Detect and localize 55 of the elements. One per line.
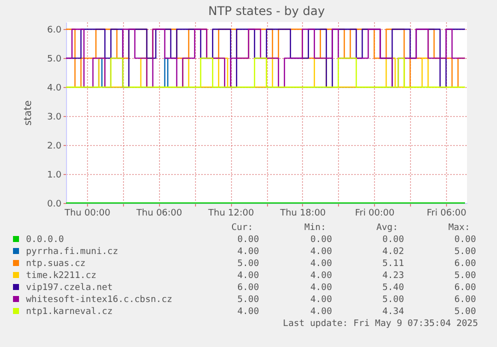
text: Cur: — [231, 223, 253, 233]
text: 5.00 — [382, 295, 404, 305]
text: 5.00 — [454, 247, 476, 257]
text: 0.00 — [310, 235, 332, 245]
text: 4.34 — [382, 307, 404, 317]
text: 4.00 — [310, 259, 332, 269]
legend-label: 0.0.0.0 — [26, 235, 64, 245]
y-tick-label: 4.0 — [47, 84, 62, 94]
text: 5.40 — [382, 283, 404, 293]
x-tick-label: Thu 00:00 — [64, 208, 111, 218]
text: 5.00 — [237, 295, 259, 305]
text: 5.00 — [237, 259, 259, 269]
text: 4.00 — [310, 283, 332, 293]
text: 5.00 — [454, 271, 476, 281]
text: Avg: — [376, 223, 398, 233]
y-axis-title: state — [23, 100, 34, 126]
y-tick-label: 5.0 — [47, 54, 62, 65]
x-tick-label: Thu 06:00 — [135, 208, 182, 218]
text: 0.00 — [382, 235, 404, 245]
text: Max: — [448, 223, 470, 233]
text: 4.00 — [310, 307, 332, 317]
text: 0.00 — [237, 235, 259, 245]
legend-label: ntp.suas.cz — [26, 259, 86, 269]
text: 4.00 — [237, 271, 259, 281]
legend-label: time.k2211.cz — [26, 271, 96, 281]
text: 6.00 — [454, 295, 476, 305]
text: 5.00 — [454, 307, 476, 317]
x-tick-label: Fri 06:00 — [426, 208, 467, 218]
text: Last update: Fri May 9 07:35:04 2025 — [282, 319, 478, 329]
y-tick-label: 1.0 — [47, 170, 62, 181]
text: 6.00 — [454, 259, 476, 269]
x-tick-label: Thu 12:00 — [207, 208, 254, 218]
y-tick-label: 0.0 — [47, 200, 62, 210]
legend-label: vip197.czela.net — [26, 283, 113, 293]
legend-label: ntp1.karneval.cz — [26, 307, 113, 317]
legend-label: pyrrha.fi.muni.cz — [26, 247, 118, 257]
x-tick-label: Fri 00:00 — [354, 208, 395, 218]
text: 4.00 — [310, 295, 332, 305]
text: 4.00 — [237, 247, 259, 257]
text: Min: — [304, 223, 326, 233]
text: 5.11 — [382, 259, 404, 269]
text: 0.00 — [454, 235, 476, 245]
y-tick-label: 2.0 — [47, 142, 62, 152]
legend-label: whitesoft-intex16.c.cbsn.cz — [26, 295, 172, 305]
text: 4.00 — [310, 247, 332, 257]
x-tick-label: Thu 18:00 — [279, 208, 326, 218]
chart-title: NTP states - by day — [208, 4, 325, 18]
y-tick-label: 6.0 — [47, 26, 62, 36]
y-tick-label: 3.0 — [47, 112, 62, 123]
text: 4.02 — [382, 247, 404, 257]
text: 4.00 — [237, 307, 259, 317]
text: 4.00 — [310, 271, 332, 281]
text: 6.00 — [454, 283, 476, 293]
text: 4.23 — [382, 271, 404, 281]
text: 6.00 — [237, 283, 259, 293]
